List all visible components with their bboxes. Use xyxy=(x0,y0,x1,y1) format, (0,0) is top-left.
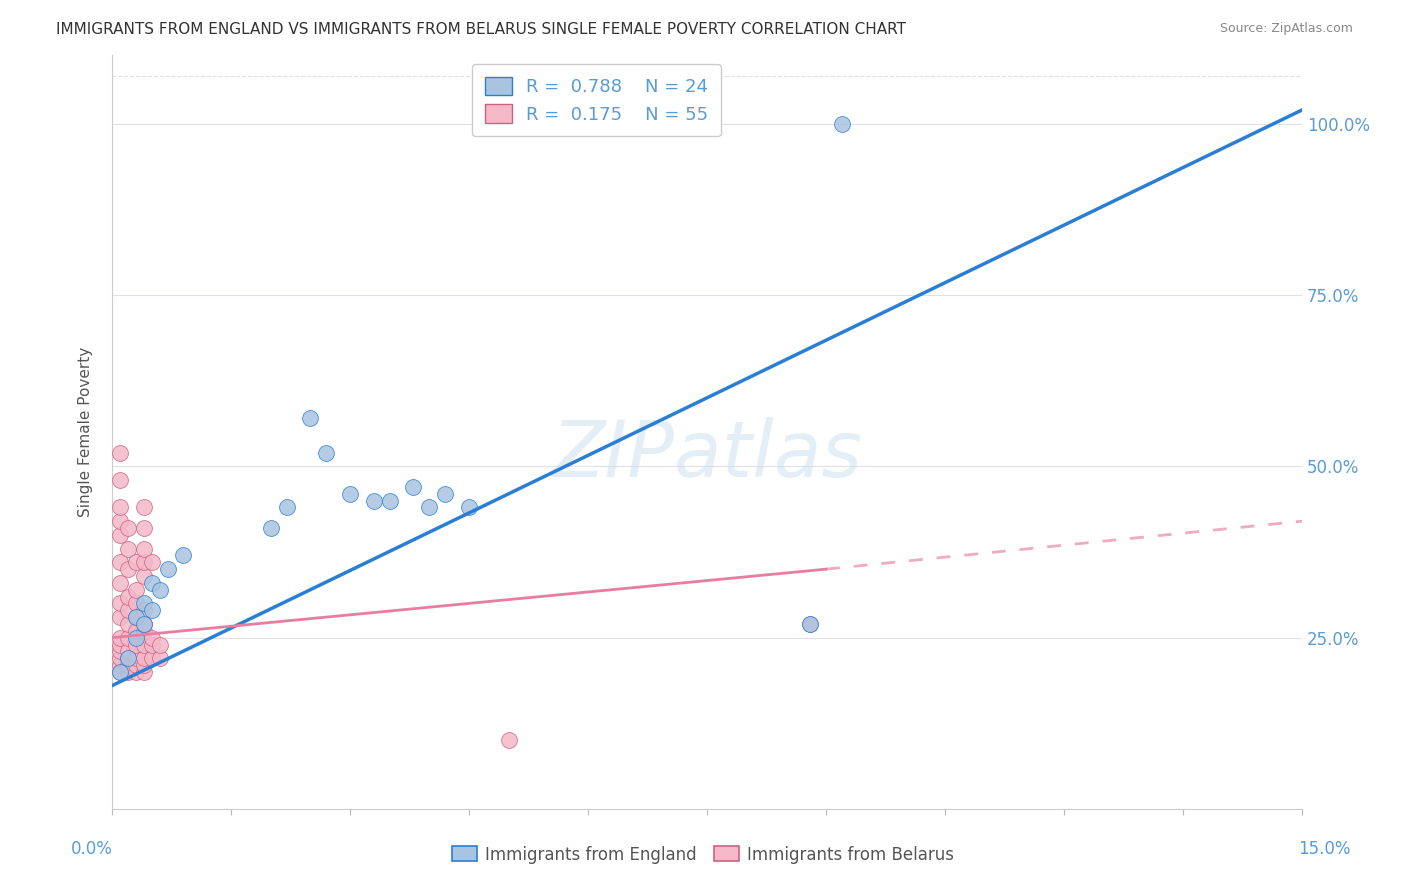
Point xyxy=(108,473,131,487)
Point xyxy=(132,665,155,679)
Point xyxy=(108,514,131,528)
Point xyxy=(141,638,163,652)
Text: IMMIGRANTS FROM ENGLAND VS IMMIGRANTS FROM BELARUS SINGLE FEMALE POVERTY CORRELA: IMMIGRANTS FROM ENGLAND VS IMMIGRANTS FR… xyxy=(56,22,907,37)
Point xyxy=(108,638,131,652)
Point xyxy=(132,500,155,515)
Point xyxy=(108,658,131,673)
Point xyxy=(108,575,131,590)
Point xyxy=(149,582,172,597)
Point xyxy=(498,733,520,747)
Point xyxy=(117,665,139,679)
Point xyxy=(172,549,194,563)
Point xyxy=(117,651,139,665)
Point xyxy=(141,575,163,590)
Point xyxy=(149,651,172,665)
Point xyxy=(799,617,821,632)
Point xyxy=(117,631,139,645)
Point xyxy=(132,555,155,569)
Point xyxy=(108,596,131,610)
Point xyxy=(108,665,131,679)
Point xyxy=(402,480,425,494)
Point xyxy=(125,665,148,679)
Point xyxy=(108,445,131,459)
Point xyxy=(117,603,139,617)
Point xyxy=(799,617,821,632)
Point xyxy=(125,555,148,569)
Point xyxy=(108,651,131,665)
Point xyxy=(132,521,155,535)
Point xyxy=(125,610,148,624)
Point xyxy=(132,651,155,665)
Point xyxy=(156,562,179,576)
Point xyxy=(108,665,131,679)
Point xyxy=(117,562,139,576)
Point xyxy=(108,500,131,515)
Point xyxy=(117,651,139,665)
Point xyxy=(125,651,148,665)
Point xyxy=(125,596,148,610)
Point xyxy=(141,555,163,569)
Point xyxy=(299,411,322,425)
Point xyxy=(132,596,155,610)
Point xyxy=(418,500,440,515)
Legend: Immigrants from England, Immigrants from Belarus: Immigrants from England, Immigrants from… xyxy=(446,839,960,871)
Point xyxy=(125,624,148,638)
Point xyxy=(117,658,139,673)
Point xyxy=(125,658,148,673)
Point xyxy=(117,644,139,658)
Y-axis label: Single Female Poverty: Single Female Poverty xyxy=(79,347,93,517)
Point xyxy=(117,521,139,535)
Point xyxy=(339,487,361,501)
Point xyxy=(141,631,163,645)
Point xyxy=(108,644,131,658)
Point xyxy=(434,487,457,501)
Point xyxy=(141,603,163,617)
Point xyxy=(125,582,148,597)
Point xyxy=(276,500,298,515)
Point xyxy=(132,603,155,617)
Point xyxy=(125,610,148,624)
Point xyxy=(132,624,155,638)
Text: ZIPatlas: ZIPatlas xyxy=(551,417,862,492)
Point xyxy=(132,658,155,673)
Point xyxy=(125,631,148,645)
Point xyxy=(132,617,155,632)
Point xyxy=(141,651,163,665)
Text: 15.0%: 15.0% xyxy=(1298,840,1351,858)
Point xyxy=(117,541,139,556)
Point xyxy=(117,590,139,604)
Point xyxy=(363,493,385,508)
Point xyxy=(132,617,155,632)
Point xyxy=(458,500,481,515)
Point xyxy=(132,541,155,556)
Point xyxy=(831,117,853,131)
Legend: R =  0.788    N = 24, R =  0.175    N = 55: R = 0.788 N = 24, R = 0.175 N = 55 xyxy=(472,64,721,136)
Point xyxy=(108,555,131,569)
Point xyxy=(132,638,155,652)
Point xyxy=(132,569,155,583)
Point xyxy=(149,638,172,652)
Point xyxy=(378,493,401,508)
Text: Source: ZipAtlas.com: Source: ZipAtlas.com xyxy=(1219,22,1353,36)
Point xyxy=(108,528,131,542)
Point xyxy=(108,610,131,624)
Point xyxy=(260,521,283,535)
Text: 0.0%: 0.0% xyxy=(70,840,112,858)
Point xyxy=(108,631,131,645)
Point xyxy=(125,638,148,652)
Point xyxy=(117,617,139,632)
Point xyxy=(315,445,337,459)
